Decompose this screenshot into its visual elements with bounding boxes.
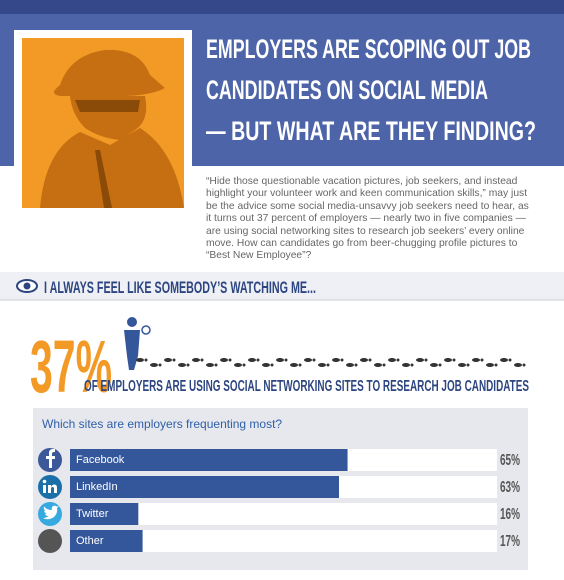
footprint-heel [382,363,386,367]
footprint [248,358,256,362]
footprint-heel [424,358,428,362]
value-label: 16% [500,506,520,523]
footprint [416,358,424,362]
footprint [290,363,298,367]
footprint [220,358,228,362]
bar-label: Twitter [76,508,109,520]
footprint-heel [298,363,302,367]
footprint-heel [312,358,316,362]
footprint [318,363,326,367]
footprint [304,358,312,362]
footprint-heel [186,363,190,367]
eye-pupil [23,282,31,290]
linkedin-glyph [43,485,46,493]
intro-text: “Hide those questionable vacation pictur… [206,176,529,262]
footprint-heel [270,363,274,367]
linkedin-glyph [48,484,57,493]
footprint [500,358,508,362]
footprint [164,358,172,362]
footprint [192,358,200,362]
watcher-figure [124,317,151,370]
footprint-heel [284,358,288,362]
footprint [234,363,242,367]
footprint [346,363,354,367]
footprint [276,358,284,362]
footprint-heel [326,363,330,367]
footprint-heel [438,363,442,367]
footprint [472,358,480,362]
footprint-heel [256,358,260,362]
stat-value: 37% [30,325,112,408]
stat-caption: OF EMPLOYERS ARE USING SOCIAL NETWORKING… [84,378,529,395]
footprint-heel [508,358,512,362]
linkedin-glyph [42,479,47,484]
bar-label: LinkedIn [76,481,118,493]
footprint [332,358,340,362]
footprint-heel [466,363,470,367]
footprint [178,363,186,367]
footprint [486,363,494,367]
footprint [458,363,466,367]
footprint-heel [452,358,456,362]
footprint-heel [144,358,148,362]
footprint-heel [214,363,218,367]
footprint [262,363,270,367]
footprint-heel [172,358,176,362]
footprint-heel [494,363,498,367]
bar [70,476,340,498]
footprint-heel [228,358,232,362]
section-title: I ALWAYS FEEL LIKE SOMEBODY’S WATCHING M… [44,278,316,297]
bar [70,530,143,552]
footprint-heel [158,363,162,367]
spy-shadows [75,100,140,208]
footprint-heel [410,363,414,367]
site-icons [38,448,62,553]
value-label: 65% [500,452,520,469]
footprint [388,358,396,362]
title-line: EMPLOYERS ARE SCOPING OUT JOB [206,34,531,64]
bar-chart: Facebook 65% LinkedIn 63% Twitter 16% Other 17% [70,449,520,552]
top-strip [0,0,564,14]
facebook-glyph [46,449,55,468]
title-line: CANDIDATES ON SOCIAL MEDIA [206,75,488,105]
footprint-heel [522,363,526,367]
footprint [514,363,522,367]
section-band [0,272,564,300]
bar-label: Other [76,535,104,547]
bar [70,449,348,471]
bar-track [70,503,497,525]
footprint [136,358,144,362]
value-label: 17% [500,533,520,550]
footprint [430,363,438,367]
title-line: — BUT WHAT ARE THEY FINDING? [206,116,536,146]
footprint-heel [368,358,372,362]
footprint [206,363,214,367]
bar-label: Facebook [76,454,125,466]
footprint [374,363,382,367]
footprint [402,363,410,367]
footprint [444,358,452,362]
footprint [150,363,158,367]
footprint [360,358,368,362]
footprint-heel [396,358,400,362]
value-label: 63% [500,479,520,496]
footprint-heel [480,358,484,362]
footprint-heel [242,363,246,367]
bar-track [70,530,497,552]
chart-title: Which sites are employers frequenting mo… [42,417,282,431]
other-icon [38,529,62,553]
footprints [136,358,526,367]
footprint-heel [340,358,344,362]
bar [70,503,139,525]
twitter-glyph [43,505,59,520]
footprint-heel [200,358,204,362]
footprint-heel [354,363,358,367]
